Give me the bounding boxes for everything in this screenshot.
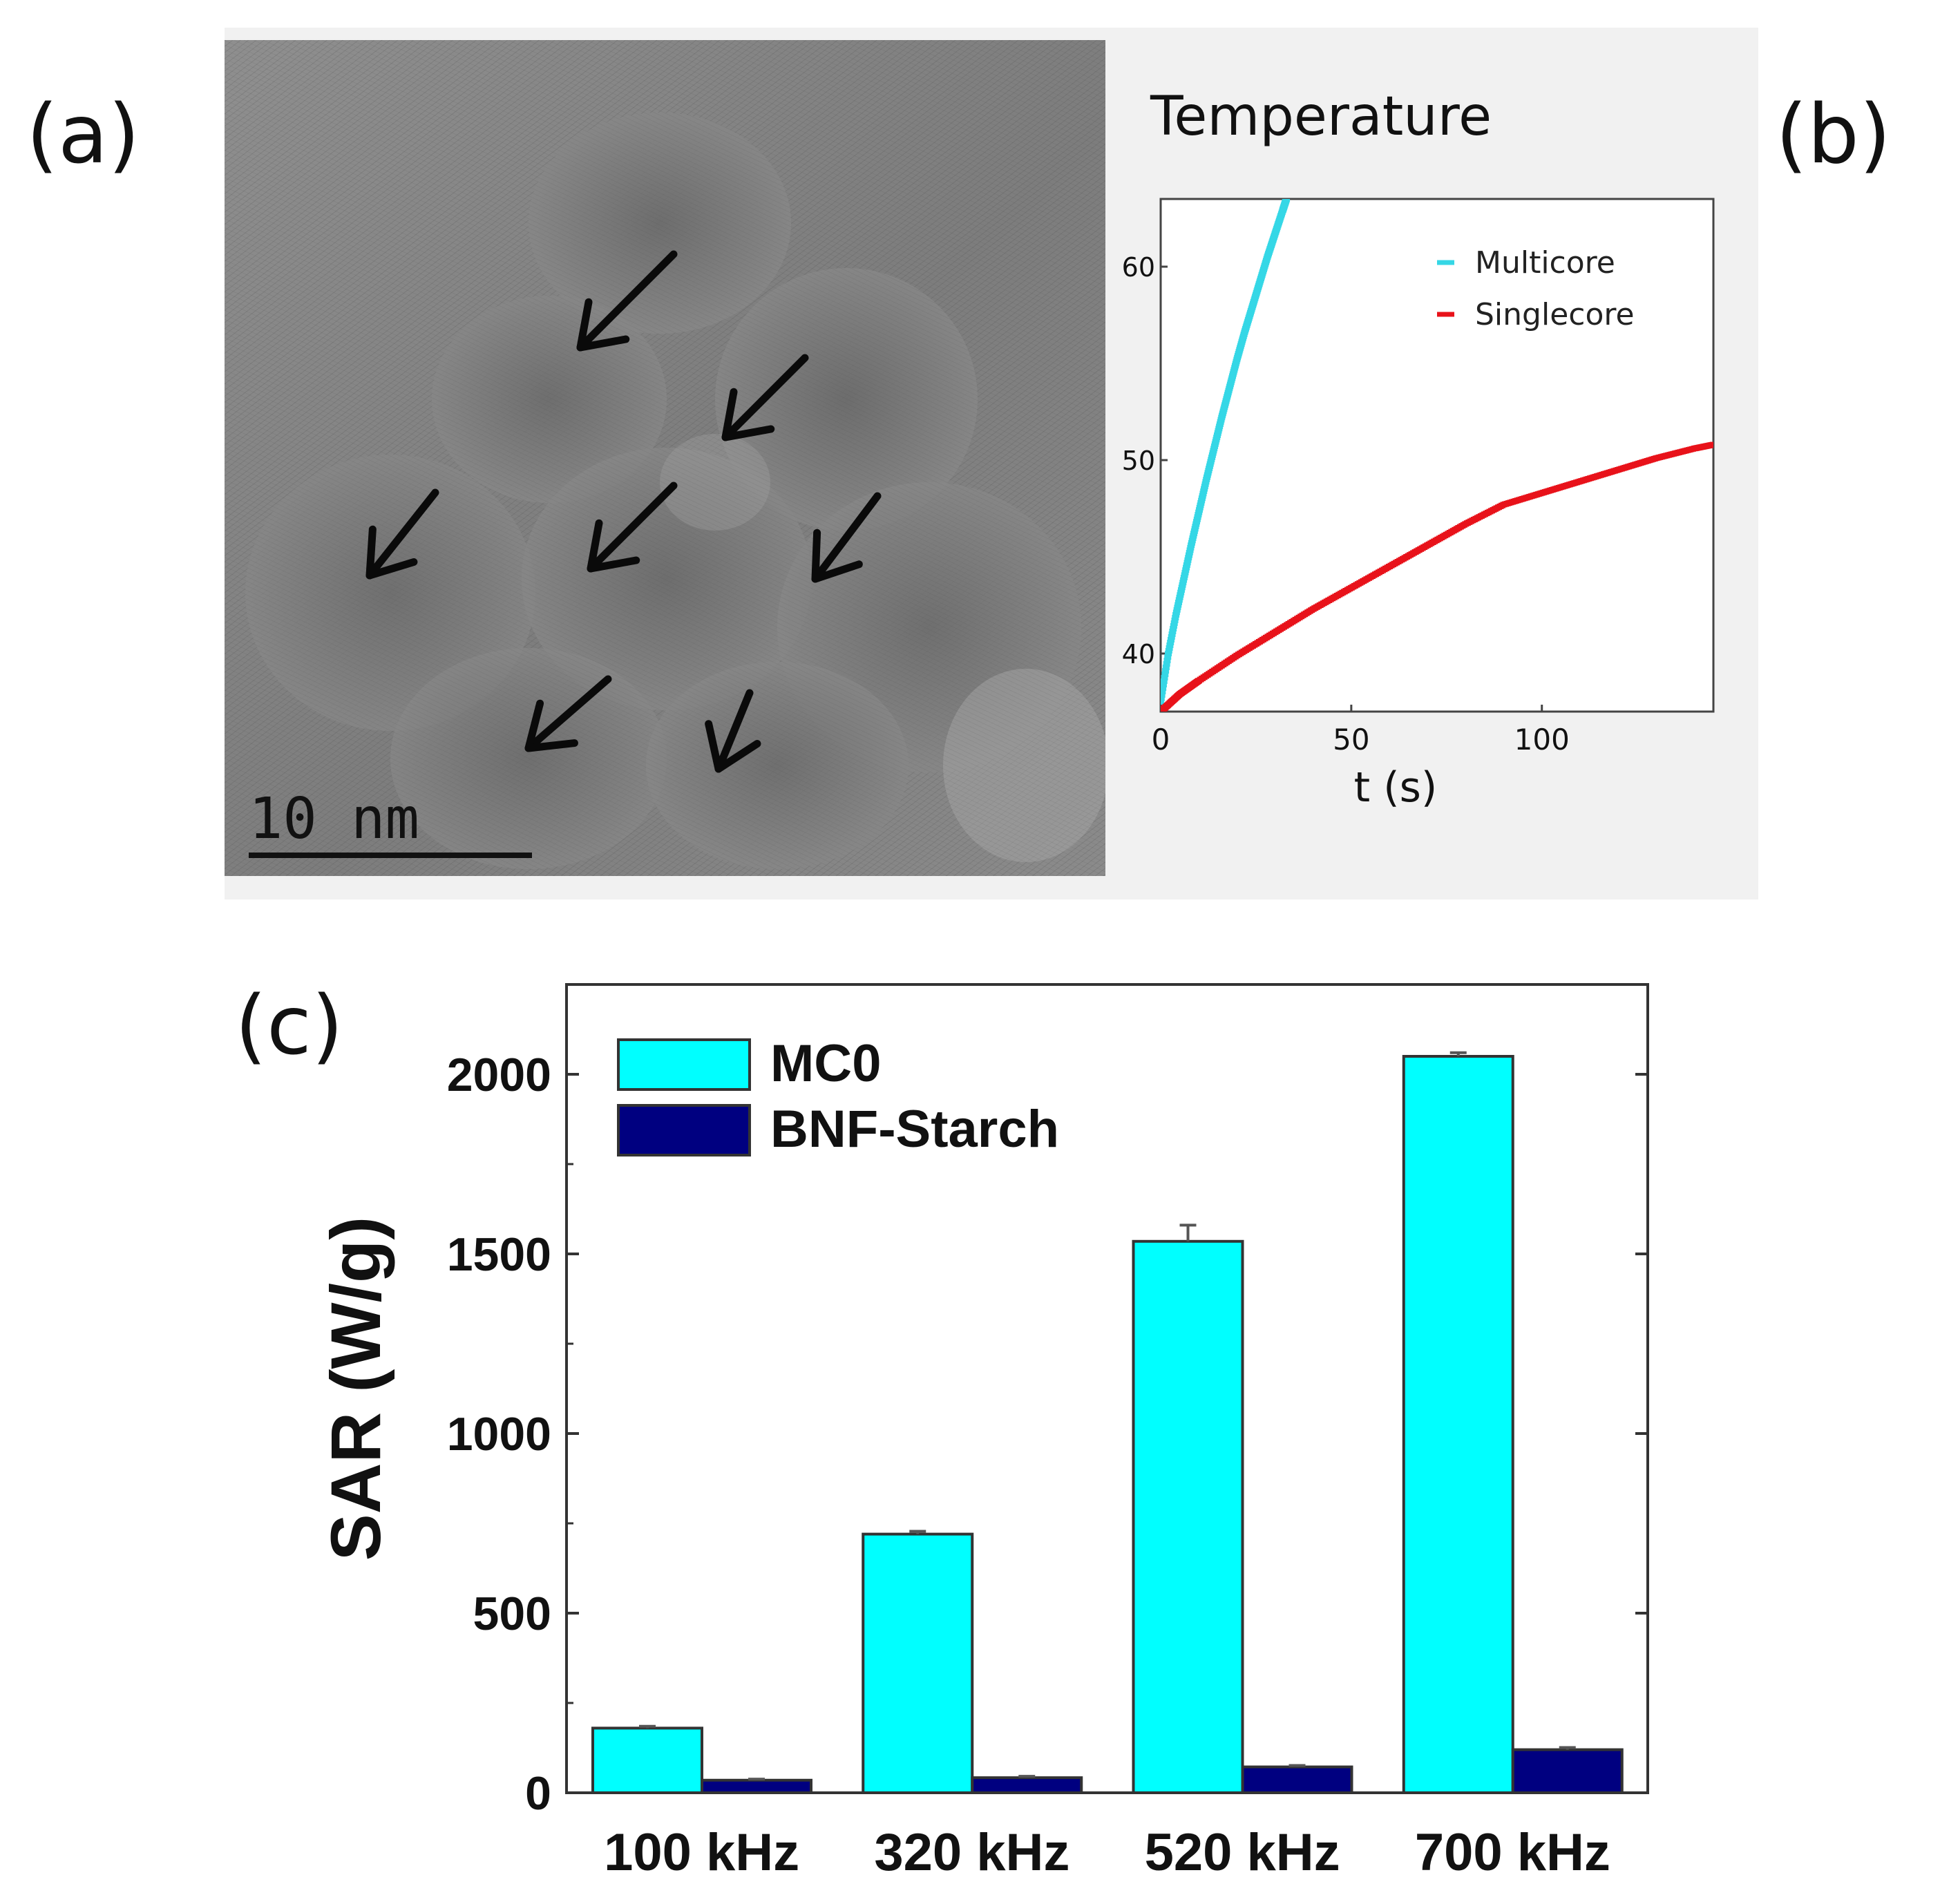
temperature-chart: Temperature 0 50 100 40 50 60 t (s) Multicore Sin… <box>1122 86 1715 812</box>
arrow-head <box>705 720 761 773</box>
panel-label-c: (c) <box>235 978 343 1073</box>
panel-label-a: (a) <box>26 86 140 182</box>
arrow-shaft <box>587 482 678 573</box>
series-singlecore <box>1161 441 1713 712</box>
data-point <box>1161 689 1166 694</box>
bar-bnf-starch <box>1511 1748 1624 1794</box>
sar-bar-chart: 0 500 1000 1500 2000 100 kHz 320 kHz 520 kHz 700… <box>316 983 1649 1882</box>
bar-mc0 <box>591 1726 703 1795</box>
arrow-shaft <box>714 689 754 773</box>
arrow-shaft <box>576 250 678 352</box>
y-tick-label: 50 <box>1122 446 1155 476</box>
panel-label-b: (b) <box>1776 86 1891 182</box>
legend-label-multicore: Multicore <box>1475 245 1615 280</box>
data-point <box>1164 654 1172 660</box>
arrow-shaft <box>721 354 809 441</box>
series-multicore <box>1161 199 1291 705</box>
legend-swatch-bnf-starch <box>617 1104 751 1156</box>
y-tick-label: 60 <box>1122 252 1155 283</box>
bar-bnf-starch <box>1241 1765 1353 1795</box>
x-tick-label: 520 kHz <box>1145 1823 1340 1882</box>
bar-mc0 <box>862 1532 974 1794</box>
bar-mc0 <box>1402 1055 1514 1794</box>
x-tick-label: 100 kHz <box>604 1823 799 1882</box>
data-point <box>1161 678 1168 684</box>
arrow-head <box>587 519 640 573</box>
y-axis-label: SAR (W/g) <box>316 1217 395 1561</box>
data-point <box>1161 692 1166 698</box>
data-point <box>1163 661 1170 667</box>
y-tick-label: 40 <box>1122 639 1155 669</box>
tem-lattice-texture-2 <box>225 40 1105 876</box>
plot-area <box>1159 198 1715 713</box>
arrow-shaft <box>365 488 439 580</box>
x-axis-label: t (s) <box>1354 763 1438 812</box>
data-point <box>1710 441 1713 448</box>
legend-label-mc0: MC0 <box>770 1034 881 1093</box>
data-point <box>1161 699 1164 705</box>
plot-frame <box>565 983 1649 1794</box>
data-point <box>1161 685 1167 691</box>
data-point <box>1162 668 1170 674</box>
x-tick-label: 100 <box>1514 723 1570 756</box>
tem-arrows <box>365 250 882 773</box>
legend-swatch-mc0 <box>617 1038 751 1091</box>
x-tick-label: 700 kHz <box>1415 1823 1610 1882</box>
x-tick-label: 0 <box>1152 723 1170 756</box>
x-tick-label: 50 <box>1333 723 1369 756</box>
x-tick-label: 320 kHz <box>874 1823 1069 1882</box>
chart-title: Temperature <box>1150 86 1492 148</box>
data-point <box>1283 199 1291 202</box>
data-point <box>1161 696 1165 701</box>
arrow-head <box>365 525 418 580</box>
scale-bar-label: 10 nm <box>249 786 419 852</box>
data-point <box>1162 665 1170 670</box>
y-tick-label: 2000 <box>447 1049 551 1101</box>
bar-bnf-starch <box>971 1776 1083 1795</box>
arrow-head <box>576 298 630 352</box>
arrow-head <box>811 529 863 583</box>
bar-bnf-starch <box>701 1778 812 1795</box>
data-point <box>1161 682 1167 687</box>
y-tick-label: 500 <box>473 1588 551 1640</box>
bar-mc0 <box>1132 1239 1244 1794</box>
legend-label-singlecore: Singlecore <box>1475 297 1635 332</box>
data-point <box>1161 672 1169 677</box>
arrow-shaft <box>811 492 882 583</box>
data-point <box>1163 658 1171 663</box>
arrow-shaft <box>524 675 612 752</box>
legend-label-bnf-starch: BNF-Starch <box>770 1100 1059 1159</box>
tem-micrograph: 10 nm <box>225 40 1105 876</box>
arrow-head <box>524 699 578 752</box>
y-tick-label: 1500 <box>447 1228 551 1281</box>
y-tick-label: 1000 <box>447 1408 551 1460</box>
data-point <box>1161 675 1168 680</box>
arrow-head <box>721 388 775 441</box>
y-tick-label: 0 <box>525 1767 551 1820</box>
